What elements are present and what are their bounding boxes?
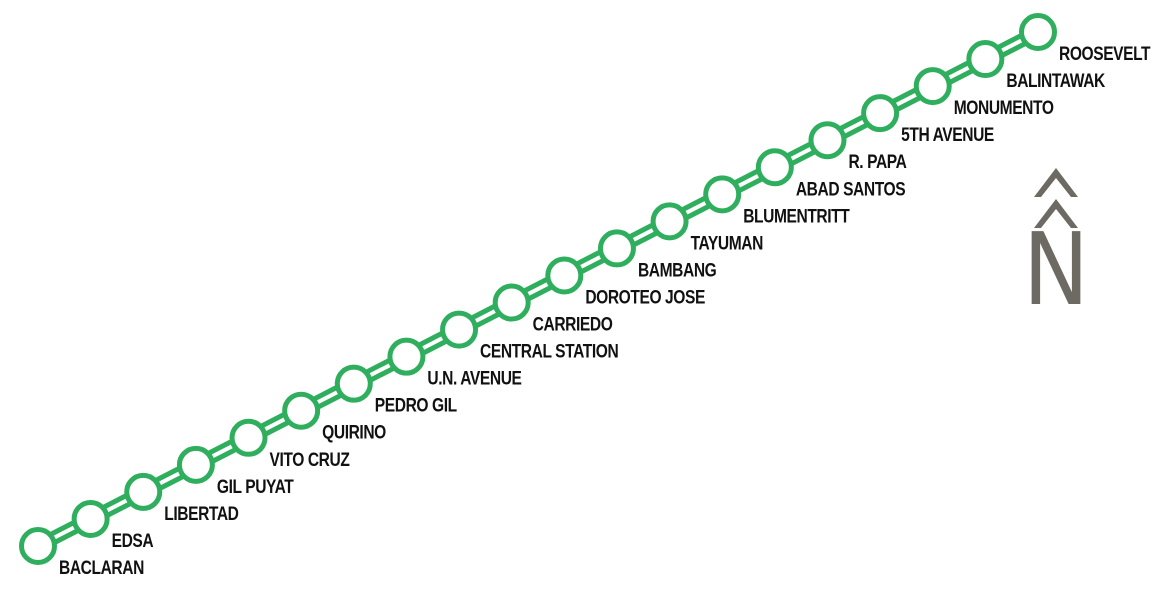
station-marker[interactable] bbox=[176, 445, 215, 484]
north-compass: N bbox=[1023, 168, 1089, 328]
north-arrow-icon bbox=[1034, 199, 1078, 228]
station-label: BLUMENTRITT bbox=[743, 205, 850, 227]
station-marker[interactable] bbox=[861, 94, 900, 133]
station-marker[interactable] bbox=[334, 364, 373, 403]
station-marker[interactable] bbox=[703, 175, 742, 214]
station-label: BACLARAN bbox=[59, 557, 144, 579]
north-arrow-icon bbox=[1034, 168, 1078, 197]
station-marker[interactable] bbox=[913, 67, 952, 106]
station-marker[interactable] bbox=[1019, 13, 1057, 51]
station-label: R. PAPA bbox=[848, 151, 907, 173]
station-label: 5TH AVENUE bbox=[901, 124, 994, 146]
station-marker[interactable] bbox=[124, 472, 163, 511]
station-label: ABAD SANTOS bbox=[796, 178, 905, 200]
station-marker[interactable] bbox=[808, 121, 847, 160]
station-marker[interactable] bbox=[650, 202, 689, 241]
station-label: CENTRAL STATION bbox=[480, 340, 618, 362]
station-label: MONUMENTO bbox=[954, 97, 1054, 119]
station-label: DOROTEO JOSE bbox=[585, 286, 705, 308]
stations bbox=[19, 13, 1057, 565]
station-marker[interactable] bbox=[545, 256, 584, 295]
station-label: U.N. AVENUE bbox=[427, 367, 521, 389]
station-label: GIL PUYAT bbox=[217, 475, 294, 497]
station-marker[interactable] bbox=[387, 337, 426, 376]
station-marker[interactable] bbox=[229, 418, 268, 457]
station-label: BALINTAWAK bbox=[1006, 70, 1105, 92]
station-marker[interactable] bbox=[492, 283, 531, 322]
station-label: LIBERTAD bbox=[164, 502, 238, 524]
station-label: CARRIEDO bbox=[533, 313, 613, 335]
station-label: BAMBANG bbox=[638, 259, 716, 281]
station-label: EDSA bbox=[112, 529, 154, 551]
station-marker[interactable] bbox=[19, 527, 57, 565]
station-label: QUIRINO bbox=[322, 421, 386, 443]
north-label: N bbox=[1023, 211, 1089, 328]
station-marker[interactable] bbox=[966, 40, 1005, 79]
station-label: VITO CRUZ bbox=[270, 448, 351, 470]
station-label: ROOSEVELT bbox=[1059, 43, 1151, 65]
station-marker[interactable] bbox=[71, 499, 110, 538]
station-marker[interactable] bbox=[597, 229, 636, 268]
station-marker[interactable] bbox=[282, 391, 321, 430]
station-marker[interactable] bbox=[440, 310, 479, 349]
station-label: PEDRO GIL bbox=[375, 394, 458, 416]
station-marker[interactable] bbox=[755, 148, 794, 187]
station-labels: BACLARAN EDSA LIBERTAD GIL PUYAT VITO CRUZ QU… bbox=[59, 43, 1151, 579]
station-label: TAYUMAN bbox=[691, 232, 763, 254]
